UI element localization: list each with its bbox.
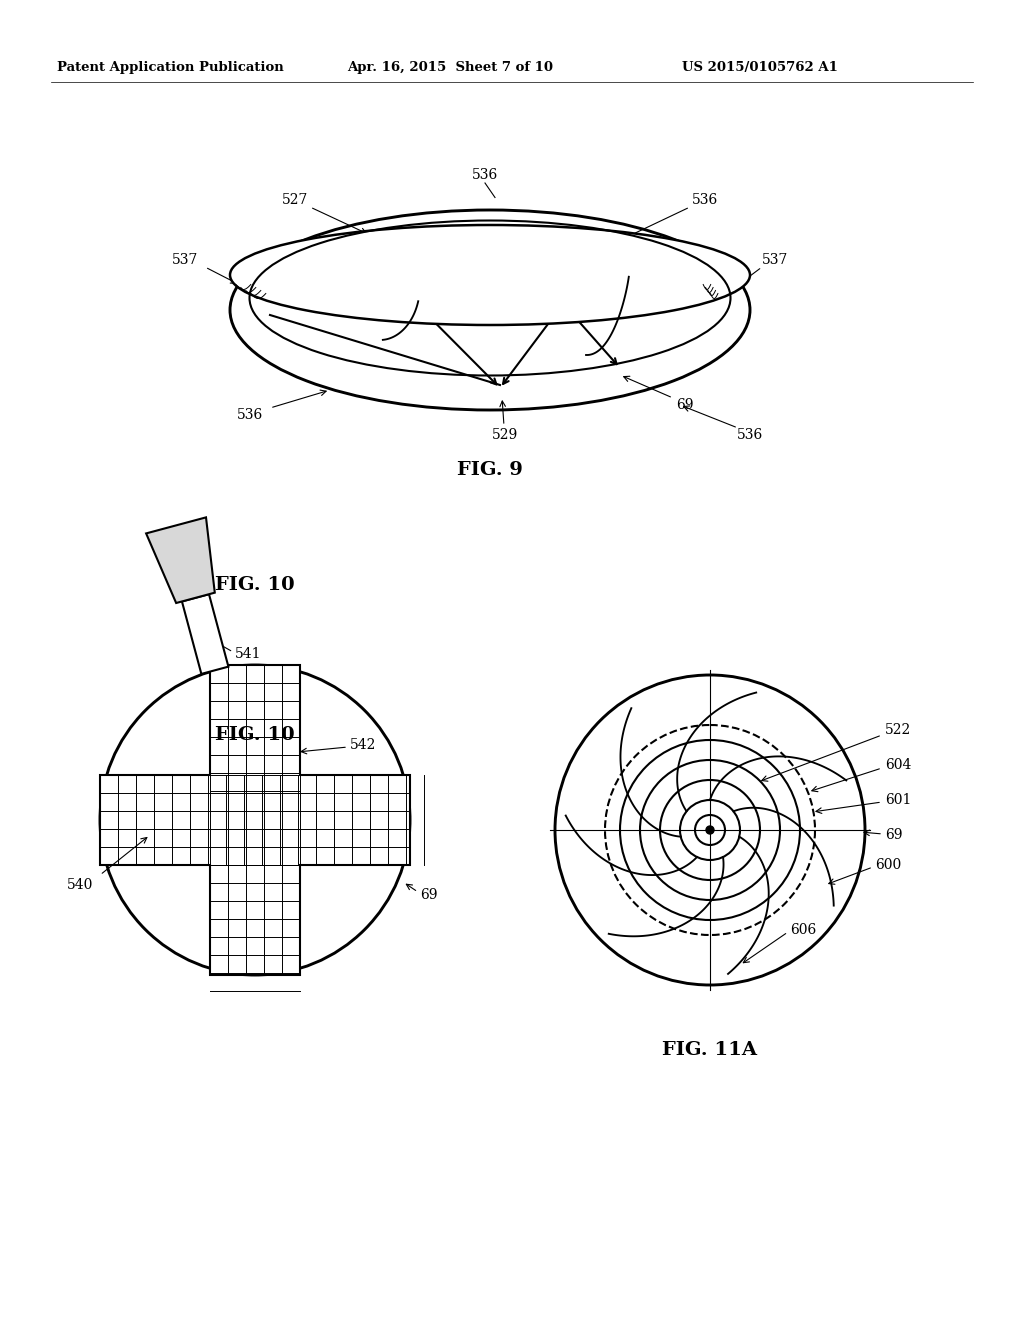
Text: US 2015/0105762 A1: US 2015/0105762 A1 <box>682 62 838 74</box>
Text: 542: 542 <box>350 738 377 752</box>
Text: 536: 536 <box>237 408 263 422</box>
Polygon shape <box>100 665 410 975</box>
Polygon shape <box>146 517 215 603</box>
Text: 527: 527 <box>282 193 308 207</box>
Text: 601: 601 <box>885 793 911 807</box>
Polygon shape <box>182 594 228 675</box>
Text: 69: 69 <box>420 888 437 902</box>
Text: 541: 541 <box>236 647 262 661</box>
Circle shape <box>706 826 714 834</box>
Text: 69: 69 <box>885 828 902 842</box>
Text: FIG. 9: FIG. 9 <box>457 461 523 479</box>
Text: FIG. 10: FIG. 10 <box>215 577 295 594</box>
Ellipse shape <box>230 210 750 411</box>
Text: 604: 604 <box>885 758 911 772</box>
Text: 536: 536 <box>737 428 763 442</box>
Text: FIG. 10: FIG. 10 <box>215 726 295 744</box>
Text: 537: 537 <box>762 253 788 267</box>
Text: 522: 522 <box>885 723 911 737</box>
Text: 536: 536 <box>692 193 718 207</box>
Text: 600: 600 <box>874 858 901 873</box>
Text: Patent Application Publication: Patent Application Publication <box>56 62 284 74</box>
Text: 537: 537 <box>172 253 199 267</box>
Text: FIG. 11A: FIG. 11A <box>663 1041 758 1059</box>
Text: 540: 540 <box>67 878 93 892</box>
Text: 536: 536 <box>472 168 498 182</box>
Text: 69: 69 <box>676 399 693 412</box>
Ellipse shape <box>230 224 750 325</box>
Text: Apr. 16, 2015  Sheet 7 of 10: Apr. 16, 2015 Sheet 7 of 10 <box>347 62 553 74</box>
Text: 606: 606 <box>790 923 816 937</box>
Text: 529: 529 <box>492 428 518 442</box>
